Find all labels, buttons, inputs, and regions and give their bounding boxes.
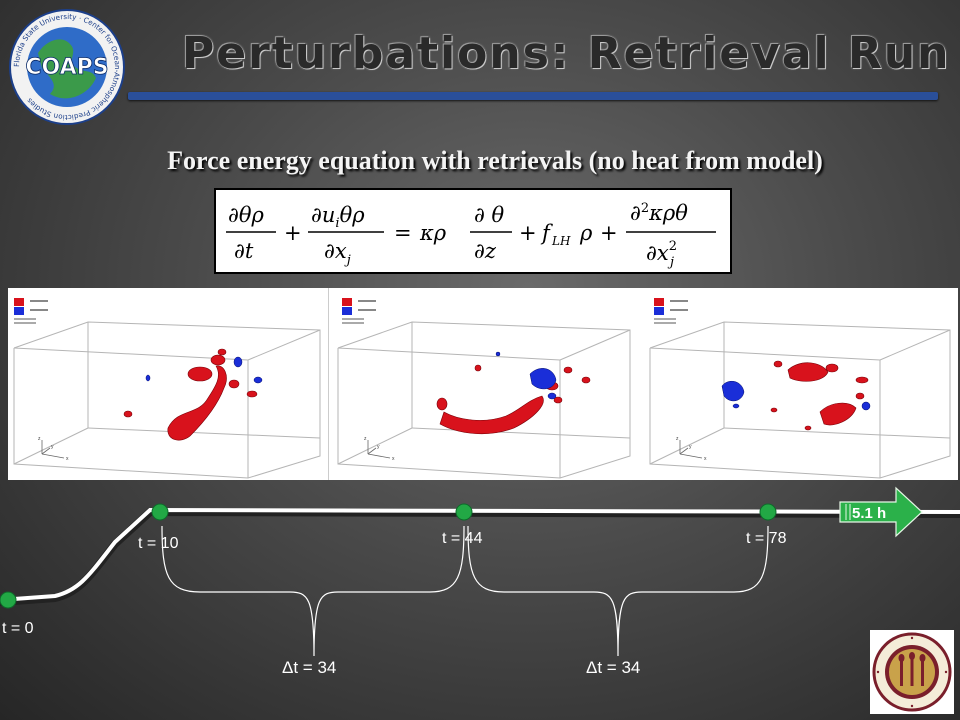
page-title: Perturbations: Retrieval Run [182, 28, 951, 79]
timeline-node-t44 [455, 503, 473, 521]
fsu-seal-logo [870, 630, 954, 714]
plus-sign-3: + [600, 221, 618, 245]
isosurface-panels: z y x z y x [8, 288, 958, 480]
svg-text:∂θρ: ∂θρ [228, 203, 265, 227]
timeline-label-t0: t = 0 [2, 620, 34, 637]
panel-t78: z y x [649, 298, 951, 479]
energy-equation: ∂θρ ∂t + ∂uiθρ ∂xj = κρ ∂ θ ∂z + f LH ρ … [214, 188, 732, 274]
axis-z-label: z [364, 436, 367, 442]
plus-sign: + [284, 221, 302, 245]
arrow-duration-label: 5.1 h [852, 505, 887, 522]
axis-y-label: y [51, 444, 54, 450]
latent-heat-subscript: LH [551, 234, 571, 248]
svg-text:∂ θ: ∂ θ [474, 203, 505, 227]
kappa-rho: κρ [419, 221, 447, 245]
interval-label-2: Δt = 34 [586, 658, 641, 677]
timeline-node-t10 [151, 503, 169, 521]
svg-text:∂xj: ∂xj [324, 239, 351, 268]
axis-y-label: y [377, 444, 380, 450]
svg-text:∂t: ∂t [234, 239, 254, 263]
title-underline [128, 92, 938, 100]
timeline-node-t78 [759, 503, 777, 521]
plus-sign-2: + [519, 221, 537, 245]
axis-x-label: x [66, 456, 69, 462]
axis-x-label: x [392, 456, 395, 462]
axis-y-label: y [689, 444, 692, 450]
svg-text:∂z: ∂z [474, 239, 497, 263]
panel-t44: z y x [328, 288, 631, 480]
timeline-label-t44: t = 44 [442, 530, 483, 547]
coaps-logo: COAPS Florida State University · Center … [9, 9, 125, 125]
arrow-icon [839, 486, 923, 538]
interval-brace-2 [467, 525, 769, 657]
equals-sign: = [394, 221, 412, 245]
timeline-label-t78: t = 78 [746, 530, 787, 547]
panel-t10: z y x [13, 298, 321, 479]
latent-heat-f: f [540, 221, 553, 245]
slide-subtitle: Force energy equation with retrievals (n… [167, 146, 823, 175]
rho-symbol: ρ [579, 221, 593, 245]
coaps-logo-text: COAPS [25, 55, 108, 80]
interval-brace-1 [161, 525, 465, 657]
timeline [0, 486, 960, 657]
timeline-node-t0 [0, 591, 17, 609]
svg-text:∂x2j: ∂x2 j [646, 239, 677, 270]
timeline-label-t10: t = 10 [138, 535, 179, 552]
svg-text:∂2κρθ: ∂2κρθ [630, 201, 688, 225]
interval-label-1: Δt = 34 [282, 658, 337, 677]
svg-text:∂uiθρ: ∂uiθρ [311, 203, 365, 231]
axis-z-label: z [38, 436, 41, 442]
axis-z-label: z [676, 436, 679, 442]
axis-x-label: x [704, 456, 707, 462]
